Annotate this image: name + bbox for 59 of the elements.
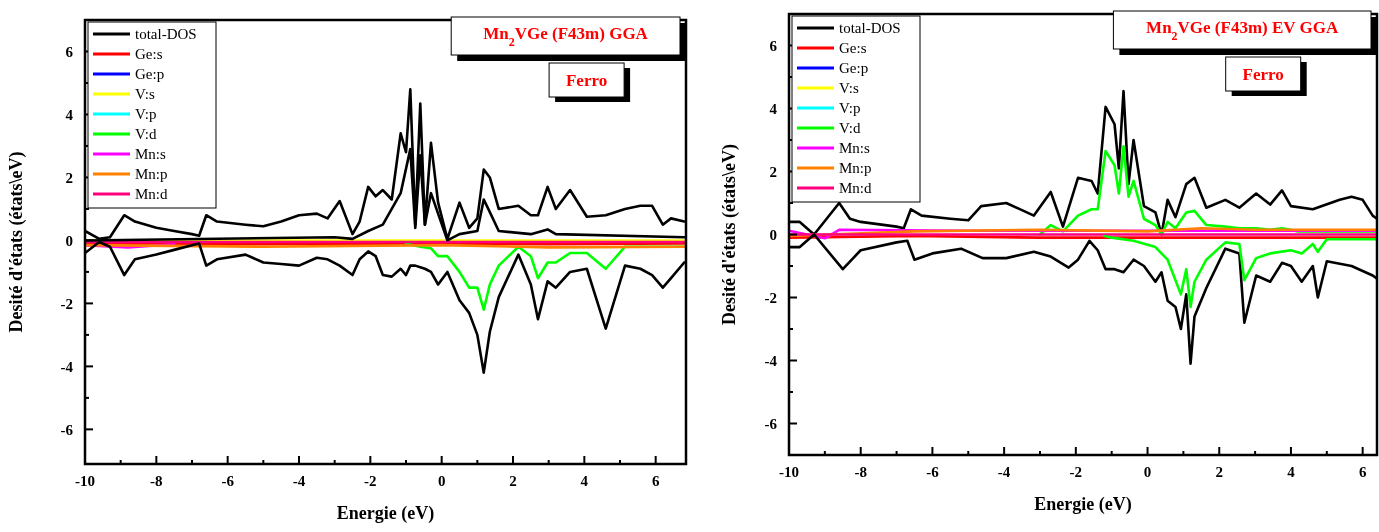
annotation: Mn$_{2}$VGe (F43m) EV GGA xyxy=(1146,17,1339,43)
x-axis-title: Energie (eV) xyxy=(336,503,435,524)
x-tick-label: 0 xyxy=(1143,464,1152,480)
x-axis-title: Energie (eV) xyxy=(1034,494,1132,515)
legend-label: V:p xyxy=(839,100,861,117)
y-tick-label: -2 xyxy=(60,295,73,312)
legend-label: Mn:d xyxy=(839,180,872,197)
x-tick-label: -2 xyxy=(364,473,377,489)
legend-label: V:s xyxy=(839,80,859,97)
y-tick-label: -6 xyxy=(764,415,778,432)
y-tick-label: 6 xyxy=(769,37,778,54)
legend-label: Mn:s xyxy=(839,140,870,157)
y-tick-label: 6 xyxy=(65,43,74,60)
x-tick-label: -8 xyxy=(854,464,867,480)
y-tick-label: 2 xyxy=(769,163,777,180)
legend-label: Mn:p xyxy=(135,166,168,183)
annotation: Ferro xyxy=(565,70,608,90)
legend-label: V:p xyxy=(135,106,157,123)
line-series xyxy=(1103,234,1377,309)
y-tick-label: 2 xyxy=(65,169,73,186)
y-axis-title: Desité d'états (états\eV) xyxy=(719,144,740,325)
x-tick-label: -4 xyxy=(292,473,306,489)
y-tick-label: 4 xyxy=(769,100,778,117)
legend-label: total-DOS xyxy=(839,20,901,37)
y-axis-title: Desité d'états (états\eV) xyxy=(6,151,27,333)
legend-label: total-DOS xyxy=(135,26,197,43)
legend-label: Ge:p xyxy=(135,66,165,83)
legend-label: Mn:d xyxy=(135,186,168,203)
y-tick-label: 0 xyxy=(769,226,777,243)
y-tick-label: 0 xyxy=(65,232,73,249)
annotation: Ferro xyxy=(1242,64,1284,84)
x-tick-label: 4 xyxy=(580,473,589,489)
x-tick-label: 2 xyxy=(509,473,517,489)
y-tick-label: -2 xyxy=(764,289,777,306)
x-tick-label: -10 xyxy=(75,473,95,489)
legend-label: Mn:s xyxy=(135,146,166,163)
legend-label: Ge:p xyxy=(839,60,869,77)
x-tick-label: -6 xyxy=(926,464,940,480)
legend-label: Mn:p xyxy=(839,160,872,177)
y-tick-label: -6 xyxy=(60,421,74,438)
x-tick-label: -6 xyxy=(221,473,235,489)
x-tick-label: 6 xyxy=(1358,464,1367,480)
x-tick-label: -2 xyxy=(1069,464,1083,480)
legend-label: V:s xyxy=(135,86,155,103)
annotation: Mn$_{2}$VGe (F43m) GGA xyxy=(483,23,649,49)
legend-label: V:d xyxy=(839,120,861,137)
x-tick-label: -8 xyxy=(150,473,163,489)
x-tick-label: 0 xyxy=(437,473,446,489)
x-tick-label: 4 xyxy=(1287,464,1296,480)
x-tick-label: 6 xyxy=(651,473,660,489)
y-tick-label: 4 xyxy=(65,106,74,123)
legend-label: Ge:s xyxy=(839,40,867,57)
x-tick-label: -10 xyxy=(779,464,799,480)
legend-label: Ge:s xyxy=(135,46,163,63)
x-tick-label: -4 xyxy=(997,464,1011,480)
y-tick-label: -4 xyxy=(764,352,778,369)
legend-label: V:d xyxy=(135,126,157,143)
x-tick-label: 2 xyxy=(1215,464,1223,480)
y-tick-label: -4 xyxy=(60,358,74,375)
